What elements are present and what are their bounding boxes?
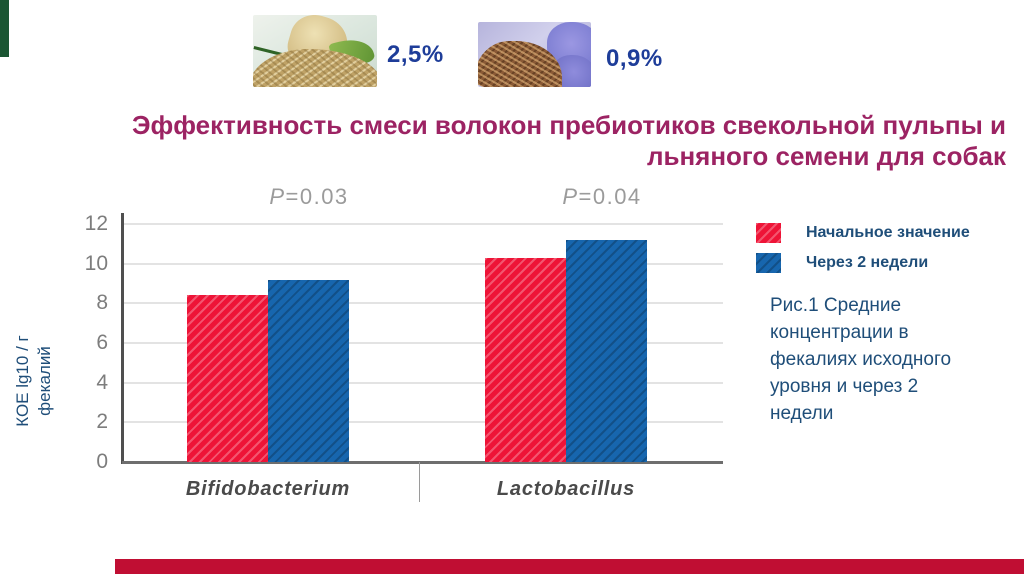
beet-pulp-percentage: 2,5% — [387, 41, 444, 68]
gridline — [122, 302, 723, 305]
y-tick-label: 12 — [84, 212, 108, 235]
y-tick-label: 8 — [96, 291, 108, 315]
gridline — [122, 262, 723, 265]
legend-row-after-2-weeks: Через 2 недели — [756, 248, 970, 278]
gridline — [122, 421, 723, 424]
legend-swatch-after-2-weeks — [756, 253, 781, 273]
slide-title: Эффективность смеси волокон пребиотиков … — [104, 110, 1006, 172]
legend-row-initial: Начальное значение — [756, 218, 970, 248]
flaxseed-photo — [478, 22, 591, 87]
gridline — [122, 223, 723, 225]
gridline — [122, 381, 723, 384]
x-axis-line — [122, 461, 723, 464]
legend-label-initial: Начальное значение — [806, 224, 970, 241]
figure-caption: Рис.1 Средние концентрации в фекалиях ис… — [770, 295, 952, 424]
bottom-accent-bar — [115, 559, 1024, 574]
slide-title-line2: льняного семени для собак — [646, 141, 1006, 171]
flax-seeds-mound-shape — [478, 41, 562, 87]
beet-pulp-photo — [253, 15, 377, 87]
y-tick-label: 0 — [96, 450, 108, 473]
y-tick-label: 4 — [96, 370, 108, 394]
bar-bifidobacterium-initial — [187, 295, 268, 462]
chart-legend: Начальное значение Через 2 недели — [756, 218, 970, 278]
bar-lactobacillus-after-2-weeks — [566, 239, 647, 462]
legend-swatch-initial — [756, 223, 781, 243]
y-tick-label: 2 — [96, 410, 108, 434]
x-category-label: Bifidobacterium — [185, 478, 351, 500]
bar-bifidobacterium-after-2-weeks — [268, 279, 349, 462]
top-left-accent-bar — [0, 0, 9, 57]
p-value-label: P=0.04 — [562, 184, 642, 209]
y-axis-line — [121, 213, 124, 464]
y-tick-label: 10 — [84, 251, 108, 275]
y-tick-label: 6 — [96, 331, 108, 354]
p-value-label: P=0.03 — [269, 184, 349, 209]
category-divider — [419, 462, 420, 502]
x-category-label: Lactobacillus — [496, 478, 636, 500]
gridline — [122, 342, 723, 344]
slide-title-line1: Эффективность смеси волокон пребиотиков … — [131, 110, 1006, 140]
legend-label-after-2-weeks: Через 2 недели — [806, 254, 929, 271]
bar-lactobacillus-initial — [485, 257, 566, 462]
flaxseed-percentage: 0,9% — [606, 45, 663, 72]
